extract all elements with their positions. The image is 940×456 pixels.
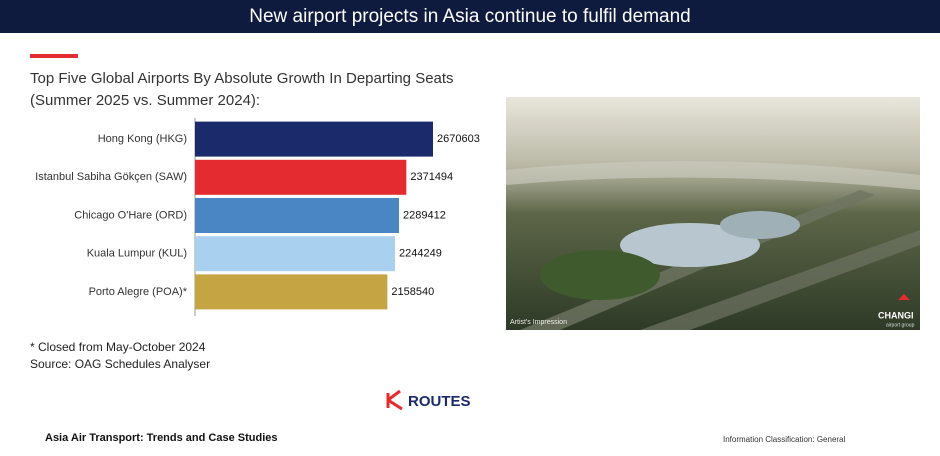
bar: [195, 159, 407, 195]
bar: [195, 236, 396, 272]
image-brand-sub: airport group: [886, 322, 915, 328]
routes-logo: ROUTES: [386, 389, 471, 411]
image-brand: CHANGI: [878, 310, 914, 320]
category-label: Porto Alegre (POA)*: [89, 286, 188, 298]
value-label: 2289412: [403, 209, 446, 221]
footer-right: Information Classification: General: [723, 435, 846, 444]
bar: [195, 121, 433, 157]
image-caption: Artist's Impression: [510, 319, 567, 326]
category-label: Istanbul Sabiha Gökçen (SAW): [35, 171, 187, 183]
footnote: * Closed from May-October 2024: [30, 340, 206, 354]
category-label: Hong Kong (HKG): [98, 133, 187, 145]
category-label: Kuala Lumpur (KUL): [87, 248, 187, 260]
value-label: 2670603: [437, 133, 480, 145]
chart-title: Top Five Global Airports By Absolute Gro…: [30, 70, 454, 109]
value-label: 2158540: [391, 286, 434, 298]
value-label: 2371494: [410, 171, 453, 183]
footer-left: Asia Air Transport: Trends and Case Stud…: [45, 432, 278, 444]
bar: [195, 274, 388, 310]
logo-text: ROUTES: [408, 393, 471, 410]
header-title: New airport projects in Asia continue to…: [0, 0, 940, 33]
accent-line: [30, 54, 78, 58]
category-label: Chicago O'Hare (ORD): [74, 209, 187, 221]
source-note: Source: OAG Schedules Analyser: [30, 357, 211, 371]
value-label: 2244249: [399, 248, 442, 260]
bar: [195, 198, 400, 233]
airport-image: Artist's Impression CHANGI airport group: [506, 97, 920, 330]
